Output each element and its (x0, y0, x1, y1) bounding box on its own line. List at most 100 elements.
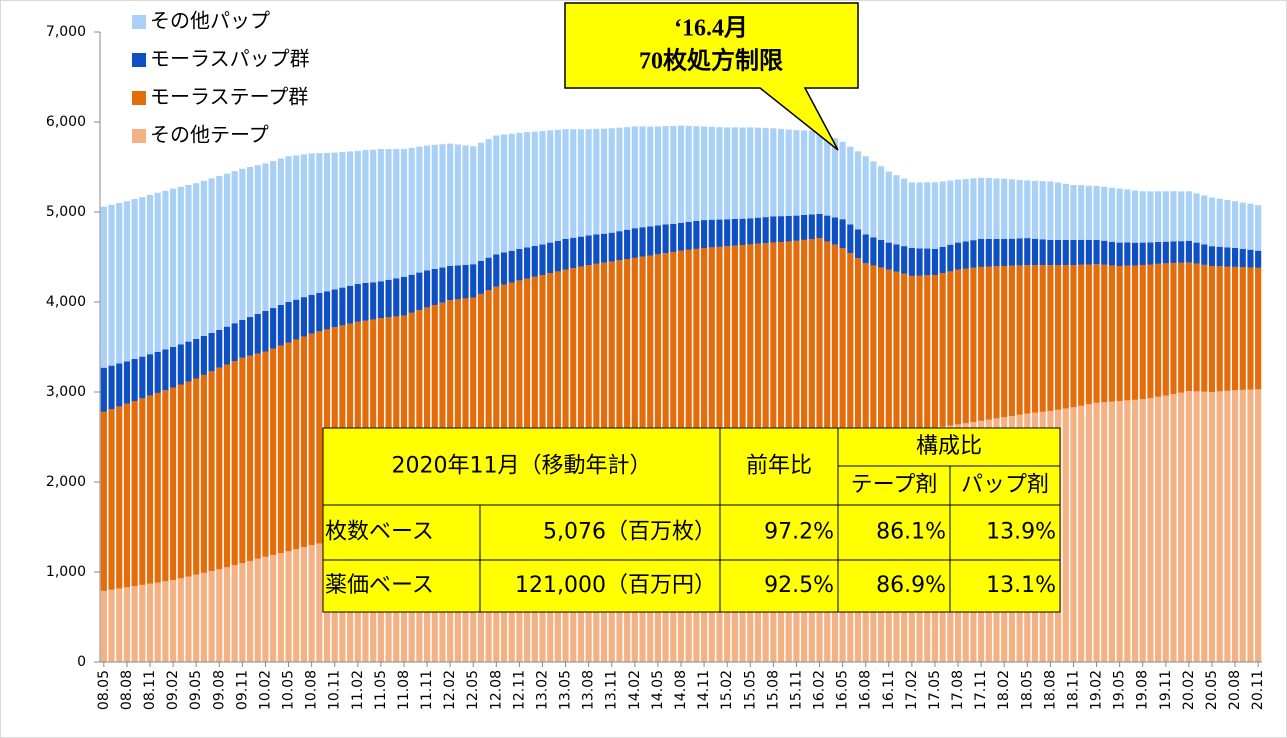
bar-segment (300, 547, 308, 662)
bar-segment (416, 146, 423, 273)
bar-segment (585, 129, 592, 236)
bar-segment (462, 145, 469, 265)
bar-segment (524, 247, 531, 279)
bar-segment (1008, 265, 1015, 417)
bar-segment (423, 145, 431, 271)
bar-segment (654, 225, 661, 255)
bar-segment (693, 248, 700, 471)
table-text: 92.5% (764, 573, 834, 598)
bar-segment (1131, 399, 1139, 662)
bar-segment (1170, 241, 1177, 263)
bar-segment (1247, 203, 1254, 250)
bar-segment (1039, 239, 1046, 266)
bar-segment (131, 358, 138, 401)
bar-segment (354, 284, 361, 322)
bar-segment (1024, 265, 1031, 414)
bar-segment (770, 242, 777, 455)
bar-segment (531, 245, 538, 277)
bar-segment (262, 311, 269, 352)
bar-segment (870, 237, 877, 266)
bar-segment (1231, 248, 1239, 267)
bar-segment (562, 239, 569, 270)
bar-segment (370, 282, 377, 320)
bar-segment (939, 273, 946, 427)
bar-segment (1216, 391, 1223, 662)
bar-segment (524, 132, 531, 248)
table-cell (949, 465, 1061, 506)
bar-segment (254, 353, 261, 559)
bar-segment (985, 266, 992, 420)
bar-segment (254, 165, 261, 314)
bar-segment (162, 390, 169, 582)
bar-segment (1147, 242, 1154, 265)
bar-segment (323, 152, 331, 292)
bar-segment (154, 582, 161, 662)
bar-segment (600, 128, 608, 234)
bar-segment (701, 248, 708, 469)
annotation-line: ‘16.4月 (674, 16, 748, 42)
bar-segment (985, 239, 992, 267)
bar-segment (739, 245, 746, 462)
bar-segment (500, 284, 508, 508)
table-text: 2020年11月（移動年計） (392, 454, 652, 479)
bar-segment (1078, 264, 1085, 406)
bar-segment (878, 239, 885, 268)
bar-segment (808, 214, 815, 239)
bar-segment (1047, 239, 1054, 266)
bar-segment (323, 291, 331, 330)
bar-segment (708, 126, 715, 220)
table-cell (479, 559, 721, 613)
bar-segment (1016, 179, 1023, 239)
bar-segment (1124, 189, 1131, 243)
bar-segment (916, 248, 923, 276)
bar-segment (547, 273, 554, 499)
bar-segment (993, 239, 1000, 267)
bar-segment (624, 127, 631, 230)
bar-segment (254, 558, 261, 662)
bar-segment (1116, 188, 1123, 243)
bar-segment (662, 224, 669, 254)
bar-segment (839, 248, 846, 443)
bar-segment (1070, 185, 1077, 240)
bar-segment (539, 244, 546, 275)
bar-segment (477, 293, 484, 512)
bar-segment (377, 318, 384, 532)
table-text: 前年比 (746, 454, 812, 479)
bar-segment (1185, 262, 1192, 392)
bar-segment (1162, 241, 1169, 264)
bar-segment (631, 257, 638, 482)
bar-segment (246, 317, 254, 356)
bar-segment (216, 176, 223, 330)
bar-segment (1208, 197, 1216, 247)
bar-segment (454, 265, 461, 300)
bar-segment (1155, 396, 1162, 662)
bar-segment (970, 267, 977, 422)
table-text: テープ剤 (851, 473, 938, 498)
bar-segment (200, 335, 207, 375)
bar-segment (116, 406, 123, 589)
bar-segment (331, 152, 338, 290)
x-tick-label: 17.08 (950, 670, 966, 710)
axes: 0 1,000 2,000 3,000 4,000 5,000 6,000 7,000 08.0… (46, 24, 1266, 710)
bar-segment (185, 341, 192, 382)
bar-segment (562, 269, 569, 496)
table-text: 薬価ベース (325, 573, 434, 598)
bar-segment (262, 351, 269, 557)
bar-segment (1031, 238, 1039, 266)
bar-segment (170, 387, 177, 581)
x-tick-label: 16.08 (858, 670, 874, 710)
bar-segment (1255, 205, 1262, 251)
bar-segment (423, 307, 431, 523)
bar-segment (562, 129, 569, 239)
bar-segment (1255, 267, 1262, 390)
table-text: パップ剤 (961, 473, 1049, 498)
table-cell (322, 559, 481, 613)
bar-segment (308, 545, 315, 662)
bar-segment (1239, 267, 1246, 390)
bar-segment (577, 236, 585, 267)
bar-segment (300, 336, 308, 548)
legend-swatch (132, 91, 146, 105)
bar-segment (600, 262, 608, 489)
bar-segment (677, 222, 685, 251)
bar-segment (1085, 185, 1092, 240)
